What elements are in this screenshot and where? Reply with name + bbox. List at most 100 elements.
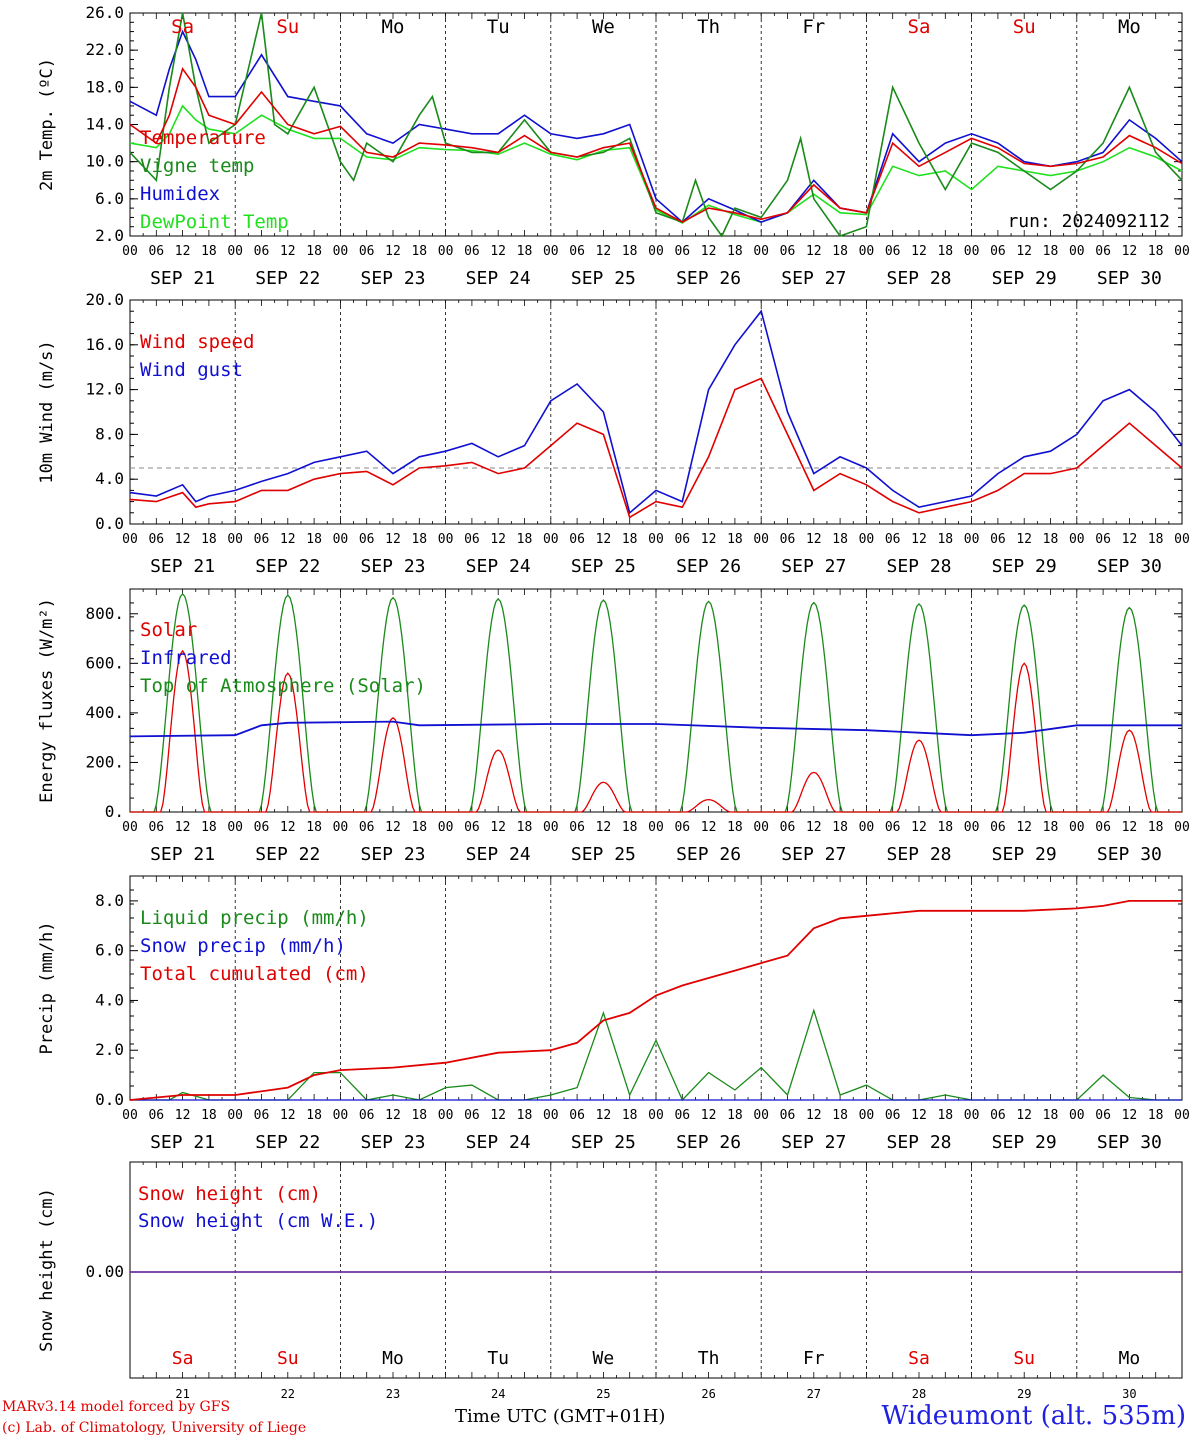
date-label: SEP 22	[255, 556, 320, 577]
hour-tick-label: 00	[859, 1108, 875, 1123]
day-number-label: 22	[281, 1387, 295, 1401]
hour-tick-label: 06	[254, 1108, 270, 1123]
hour-tick-label: 00	[122, 820, 138, 835]
hour-tick-label: 00	[1069, 820, 1085, 835]
model-credit: MARv3.14 model forced by GFS	[2, 1399, 231, 1415]
hour-tick-label: 12	[911, 532, 927, 547]
day-number-label: 23	[386, 1387, 400, 1401]
hour-tick-label: 12	[596, 532, 612, 547]
hour-tick-label: 06	[359, 532, 375, 547]
y-tick-label: 0.0	[95, 514, 124, 533]
weekday-label: Th	[698, 1348, 720, 1369]
hour-tick-label: 18	[727, 820, 743, 835]
hour-tick-label: 06	[674, 244, 690, 259]
hour-tick-label: 06	[885, 532, 901, 547]
weekday-label: Sa	[908, 16, 931, 38]
y-tick-label: 6.0	[95, 189, 124, 208]
hour-tick-label: 06	[1095, 820, 1111, 835]
hour-tick-label: 18	[201, 1108, 217, 1123]
temp-series-line	[129, 104, 1183, 224]
temp-series-line	[129, 29, 1183, 224]
hour-tick-label: 00	[333, 1108, 349, 1123]
legend-entry: Wind gust	[140, 359, 243, 381]
hour-tick-label: 18	[201, 532, 217, 547]
legend-entry: Total cumulated (cm)	[140, 963, 369, 985]
hour-tick-label: 06	[254, 820, 270, 835]
y-tick-label: 20.0	[85, 290, 124, 309]
hour-tick-label: 06	[359, 244, 375, 259]
hour-tick-label: 12	[490, 244, 506, 259]
hour-tick-label: 06	[464, 532, 480, 547]
date-label: SEP 26	[676, 1132, 741, 1153]
hour-tick-label: 00	[859, 820, 875, 835]
hour-tick-label: 06	[1095, 532, 1111, 547]
hour-tick-label: 12	[385, 820, 401, 835]
hour-tick-label: 00	[964, 1108, 980, 1123]
hour-tick-label: 06	[990, 1108, 1006, 1123]
weekday-label: Fr	[803, 1348, 825, 1369]
hour-tick-label: 18	[727, 1108, 743, 1123]
hour-tick-label: 12	[806, 1108, 822, 1123]
hour-tick-label: 18	[937, 1108, 953, 1123]
hour-tick-label: 18	[1043, 532, 1059, 547]
lab-credit: (c) Lab. of Climatology, University of L…	[2, 1420, 307, 1436]
y-tick-label: 18.0	[85, 77, 124, 96]
wind-series-line	[129, 309, 1183, 515]
infrared-line	[129, 720, 1182, 738]
hour-tick-label: 06	[254, 532, 270, 547]
hour-tick-label: 00	[753, 532, 769, 547]
weekday-label: Mo	[1119, 1348, 1141, 1369]
date-label: SEP 24	[466, 1132, 531, 1153]
y-tick-label: 12.0	[85, 380, 124, 399]
day-number-label: 29	[1017, 1387, 1031, 1401]
hour-tick-label: 18	[832, 532, 848, 547]
date-label: SEP 23	[360, 844, 425, 865]
hour-tick-label: 06	[569, 532, 585, 547]
temp-series-line	[129, 12, 1183, 238]
hour-tick-label: 18	[201, 244, 217, 259]
hour-tick-label: 18	[517, 1108, 533, 1123]
panel-frame-3	[129, 588, 1183, 813]
date-label: SEP 28	[886, 1132, 951, 1153]
hour-tick-label: 12	[1122, 244, 1138, 259]
hour-tick-label: 06	[885, 244, 901, 259]
hour-tick-label: 18	[1148, 532, 1164, 547]
hour-tick-label: 18	[937, 820, 953, 835]
hour-tick-label: 06	[569, 820, 585, 835]
date-label: SEP 25	[571, 268, 636, 289]
date-label: SEP 28	[886, 556, 951, 577]
hour-tick-label: 06	[464, 244, 480, 259]
hour-tick-label: 00	[227, 1108, 243, 1123]
hour-tick-label: 00	[1069, 1108, 1085, 1123]
legend-entry: Snow precip (mm/h)	[140, 935, 346, 957]
hour-tick-label: 00	[227, 532, 243, 547]
hour-tick-label: 18	[1148, 1108, 1164, 1123]
hour-tick-label: 00	[543, 532, 559, 547]
date-label: SEP 29	[992, 1132, 1057, 1153]
hour-tick-label: 12	[280, 820, 296, 835]
date-label: SEP 21	[150, 844, 215, 865]
hour-tick-label: 06	[1095, 1108, 1111, 1123]
weekday-label: Fr	[802, 16, 825, 38]
hour-tick-label: 00	[648, 244, 664, 259]
hour-tick-label: 18	[517, 532, 533, 547]
weekday-label: Su	[1013, 1348, 1035, 1369]
y-tick-label: 4.0	[95, 990, 124, 1009]
weekday-label: Mo	[382, 1348, 404, 1369]
date-label: SEP 29	[992, 268, 1057, 289]
legend-entry: Snow height (cm W.E.)	[138, 1210, 378, 1232]
y-tick-label: 0.0	[95, 1090, 124, 1109]
y-axis-label: Precip (mm/h)	[37, 921, 57, 1054]
hour-tick-label: 06	[464, 820, 480, 835]
hour-tick-label: 06	[990, 244, 1006, 259]
y-axis-label: 2m Temp. (ºC)	[37, 58, 57, 191]
x-axis-title: Time UTC (GMT+01H)	[455, 1406, 666, 1427]
hour-tick-label: 00	[543, 1108, 559, 1123]
date-label: SEP 26	[676, 844, 741, 865]
hour-tick-label: 06	[674, 820, 690, 835]
hour-tick-label: 18	[306, 820, 322, 835]
hour-tick-label: 12	[1122, 820, 1138, 835]
hour-tick-label: 12	[175, 244, 191, 259]
date-label: SEP 23	[360, 556, 425, 577]
day-number-label: 28	[912, 1387, 926, 1401]
